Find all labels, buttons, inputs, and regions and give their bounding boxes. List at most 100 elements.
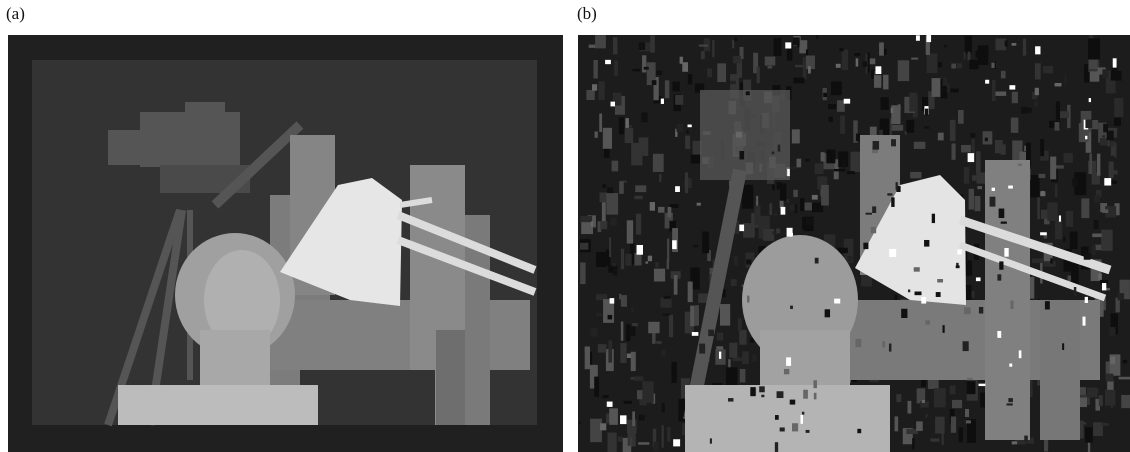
- speckle: [1081, 198, 1089, 218]
- speckle: [1035, 88, 1039, 95]
- speckle: [925, 414, 927, 418]
- speckle: [769, 203, 772, 215]
- speckle: [761, 395, 764, 397]
- speckle: [668, 207, 672, 217]
- speckle: [1102, 209, 1108, 213]
- speckle: [787, 169, 790, 176]
- speckle: [1087, 388, 1098, 398]
- speckle: [627, 354, 631, 358]
- speckle: [874, 75, 881, 88]
- speckle: [619, 181, 624, 194]
- speckle: [916, 35, 920, 40]
- speckle: [837, 100, 845, 112]
- speckle: [1089, 98, 1091, 102]
- speckle: [580, 262, 586, 284]
- speckle: [882, 341, 885, 347]
- speckle: [609, 237, 611, 257]
- speckle: [731, 279, 737, 286]
- speckle: [826, 149, 835, 163]
- speckle: [1098, 274, 1102, 280]
- speckle: [800, 415, 803, 424]
- speckle: [655, 262, 658, 267]
- speckle: [891, 139, 896, 146]
- speckle: [934, 388, 946, 407]
- speckle: [631, 352, 636, 371]
- speckle: [631, 307, 634, 312]
- speckle: [619, 117, 625, 134]
- speckle: [1109, 327, 1115, 336]
- speckle: [887, 193, 892, 195]
- speckle: [776, 228, 780, 233]
- speckle: [1019, 350, 1022, 358]
- speckle: [956, 265, 960, 268]
- speckle: [802, 412, 804, 415]
- speckle: [967, 378, 973, 380]
- speckle: [613, 268, 618, 276]
- speckle: [951, 143, 955, 159]
- speckle: [1011, 118, 1019, 133]
- speckle: [625, 254, 631, 266]
- speckle: [947, 83, 951, 92]
- speckle: [881, 97, 889, 109]
- speckle: [772, 185, 775, 191]
- speckle: [891, 108, 893, 113]
- speckle: [1040, 232, 1047, 235]
- speckle: [925, 109, 928, 116]
- speckle: [1035, 46, 1040, 54]
- speckle: [908, 290, 910, 293]
- speckle: [746, 259, 751, 264]
- speckle: [789, 205, 794, 211]
- speckle: [1024, 146, 1026, 151]
- speckle: [1110, 141, 1114, 146]
- speckle: [990, 197, 996, 207]
- speckle: [842, 158, 844, 168]
- speckle: [795, 65, 804, 67]
- speckle: [831, 81, 842, 95]
- speckle: [702, 232, 709, 254]
- speckle: [599, 113, 602, 131]
- speckle: [937, 279, 943, 282]
- speckle: [1102, 283, 1106, 290]
- speckle: [672, 240, 677, 249]
- speckle: [693, 245, 698, 247]
- speckle: [828, 104, 836, 109]
- speckle: [642, 381, 653, 403]
- speckle: [1060, 111, 1069, 118]
- speckle: [757, 67, 760, 83]
- speckle: [943, 77, 948, 85]
- speckle: [921, 297, 926, 304]
- speckle: [793, 190, 798, 197]
- speckle: [638, 442, 649, 445]
- speckle: [586, 90, 594, 100]
- speckle: [695, 305, 699, 325]
- speckle: [1018, 164, 1022, 166]
- speckle: [691, 154, 701, 163]
- speckle: [598, 81, 604, 100]
- speckle: [1001, 144, 1006, 154]
- speckle: [682, 62, 688, 72]
- speckle: [618, 436, 623, 441]
- speckle: [612, 161, 619, 172]
- speckle: [889, 344, 891, 352]
- speckle: [1047, 202, 1057, 220]
- speckle: [1054, 122, 1059, 131]
- speckle: [1118, 293, 1125, 300]
- speckle: [815, 163, 824, 174]
- speckle: [1045, 301, 1050, 309]
- speckle: [697, 203, 701, 206]
- speckle: [641, 112, 647, 122]
- speckle: [667, 427, 670, 442]
- speckle: [875, 66, 881, 74]
- speckle: [1063, 237, 1065, 242]
- speckle: [972, 139, 975, 155]
- speckle: [943, 325, 945, 333]
- speckle: [1037, 197, 1040, 219]
- speckle: [958, 110, 964, 124]
- speckle: [847, 171, 855, 174]
- speckle: [661, 350, 665, 357]
- speckle: [734, 256, 738, 266]
- speckle: [1001, 71, 1006, 79]
- speckle: [1104, 178, 1111, 185]
- speckle: [985, 80, 989, 84]
- speckle: [674, 275, 678, 295]
